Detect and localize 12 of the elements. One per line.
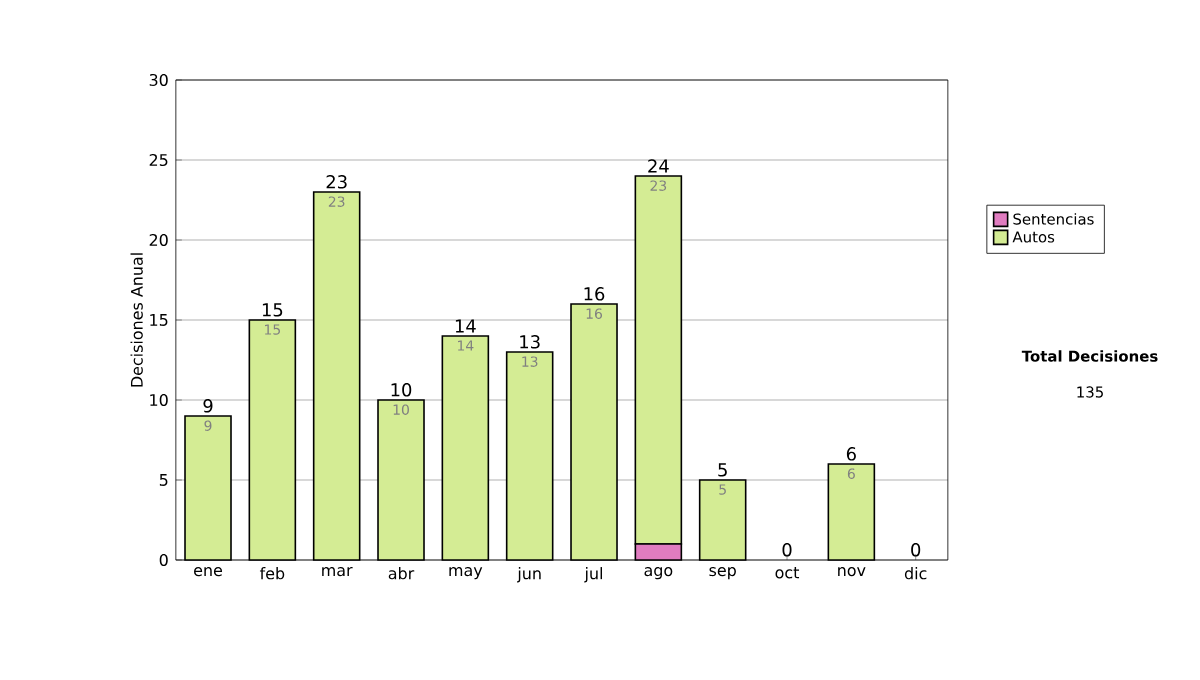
total-label: 16 bbox=[584, 287, 605, 301]
total-label: 24 bbox=[648, 159, 669, 173]
total-label: 5 bbox=[718, 463, 727, 477]
total-label: 14 bbox=[455, 319, 476, 333]
total-label: 10 bbox=[391, 383, 412, 397]
total-label: 6 bbox=[846, 447, 856, 461]
total-label: 0 bbox=[911, 543, 921, 557]
total-label: 23 bbox=[326, 175, 347, 189]
total-label: 0 bbox=[782, 543, 792, 557]
total-label: 9 bbox=[203, 399, 213, 413]
total-label: 15 bbox=[262, 303, 283, 317]
total-label: 13 bbox=[520, 335, 540, 349]
